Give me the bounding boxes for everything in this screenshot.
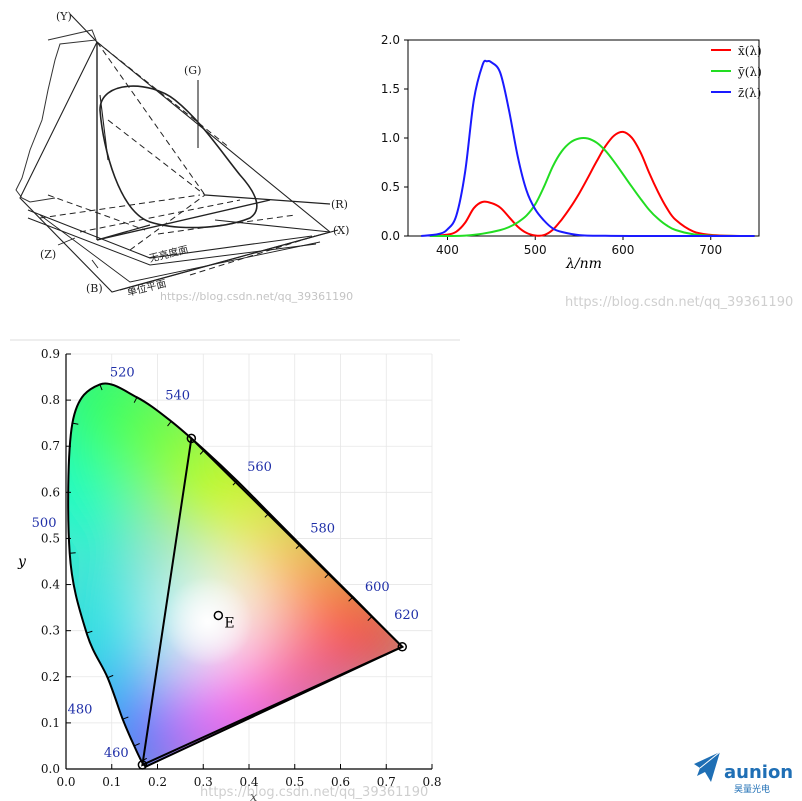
label-z: (Z) bbox=[40, 248, 56, 261]
cmf-series-group bbox=[421, 59, 755, 238]
cmf-x-tick-label: 400 bbox=[436, 243, 459, 257]
watermark-3d: https://blog.csdn.net/qq_39361190 bbox=[160, 290, 353, 303]
cmf-y-tick-label: 1.5 bbox=[381, 82, 400, 96]
cmf-axis-ticks: 400 500 600 700 0.0 0.5 1.0 1.5 2.0 bbox=[381, 33, 722, 257]
cmf-caption-watermark: https://blog.csdn.net/qq_39361190 bbox=[565, 295, 793, 310]
paper-edge bbox=[15, 29, 97, 203]
label-no-luminance-plane: 无亮度面 bbox=[148, 243, 190, 265]
cie-watermark: https://blog.csdn.net/qq_39361190 bbox=[200, 785, 428, 800]
cie-y-tick-label: 0.6 bbox=[41, 485, 60, 499]
cmf-legend: x̄(λ) ȳ(λ) z̄(λ) bbox=[711, 44, 762, 100]
cmf-legend-label: z̄(λ) bbox=[738, 86, 761, 100]
cmf-watermark: https://blog.csdn.net/qq_39361190 bbox=[565, 295, 793, 310]
cie-color-blob bbox=[341, 594, 403, 685]
cie-y-tick-label: 0.1 bbox=[41, 716, 60, 730]
cie-locus-tick bbox=[122, 716, 129, 720]
cie-y-tick-label: 0.4 bbox=[41, 578, 60, 592]
cmf-y-tick-label: 0.5 bbox=[381, 180, 400, 194]
cie-x-tick-label: 0.5 bbox=[285, 775, 304, 789]
cmf-series-line-2 bbox=[421, 59, 755, 237]
cie-y-tick-label: 0.2 bbox=[41, 670, 60, 684]
cie-locus-tick bbox=[99, 384, 103, 391]
cie-primary-marker bbox=[137, 760, 148, 770]
cie-y-tick-label: 0.9 bbox=[41, 347, 60, 361]
cie-wavelength-labels: 460 480 500 520 540 560 580 600 620 bbox=[32, 365, 419, 761]
cie-x-tick-label: 0.2 bbox=[148, 775, 167, 789]
brand-subtitle: 昊量光电 bbox=[734, 783, 770, 795]
cie-x-tick-label: 0.0 bbox=[56, 775, 75, 789]
cie-x-axis-label: x bbox=[250, 790, 258, 801]
cmf-x-tick-label: 700 bbox=[699, 243, 722, 257]
cie-locus-tick bbox=[133, 743, 140, 747]
cie-white-glow bbox=[162, 576, 253, 667]
cmf-legend-label: x̄(λ) bbox=[738, 44, 762, 58]
cie-white-point-label: E bbox=[224, 615, 234, 631]
cie-y-axis-label: y bbox=[17, 554, 27, 570]
cie-y-tick-label: 0.8 bbox=[41, 393, 60, 407]
label-r: (R) bbox=[331, 198, 348, 211]
cie-wavelength-label: 500 bbox=[32, 516, 57, 531]
xyz-3d-diagram bbox=[15, 13, 339, 293]
cie-xy-chart: 0.0 0.1 0.2 0.3 0.4 0.5 0.6 0.7 0.8 0.0 0.1 0.2 0.3 0… bbox=[10, 339, 460, 801]
cmf-y-tick-label: 1.0 bbox=[381, 131, 400, 145]
cie-wavelength-label: 540 bbox=[165, 388, 190, 403]
cmf-series-line-0 bbox=[429, 130, 755, 237]
cie-x-tick-label: 0.6 bbox=[331, 775, 350, 789]
cmf-x-tick-label: 500 bbox=[524, 243, 547, 257]
cie-wavelength-label: 480 bbox=[68, 703, 93, 718]
cmf-chart: 400 500 600 700 0.0 0.5 1.0 1.5 2.0 x̄(λ) ȳ(λ) z̄(… bbox=[381, 33, 762, 272]
cie-x-tick-label: 0.1 bbox=[102, 775, 121, 789]
cie-wavelength-label: 460 bbox=[104, 746, 129, 761]
xyz-3d-labels: (Y) (G) (R) (X) (Z) (B) 无亮度面 单位平面 bbox=[40, 10, 349, 299]
label-g: (G) bbox=[184, 64, 201, 77]
cie-wavelength-label: 560 bbox=[247, 460, 272, 475]
paper-plane-icon bbox=[694, 752, 720, 782]
cie-y-tick-label: 0.0 bbox=[41, 762, 60, 776]
cie-white-point-marker bbox=[213, 610, 224, 621]
brand-name: aunion bbox=[724, 762, 793, 783]
cmf-series-line-1 bbox=[429, 136, 755, 238]
label-y: (Y) bbox=[56, 10, 72, 23]
cie-locus-tick bbox=[133, 397, 138, 403]
no-luminance-plane bbox=[27, 209, 313, 259]
cie-wavelength-label: 620 bbox=[394, 608, 419, 623]
cie-x-tick-label: 0.4 bbox=[239, 775, 258, 789]
cie-y-tick-label: 0.3 bbox=[41, 624, 60, 638]
cmf-y-tick-label: 2.0 bbox=[381, 33, 400, 47]
cie-wavelength-label: 600 bbox=[365, 580, 390, 595]
cie-gamut-triangle bbox=[141, 436, 405, 767]
cie-locus-tick bbox=[86, 630, 93, 634]
cie-y-tick-label: 0.7 bbox=[41, 439, 60, 453]
cie-wavelength-label: 580 bbox=[310, 521, 335, 536]
cie-axes: 0.0 0.1 0.2 0.3 0.4 0.5 0.6 0.7 0.8 0.0 0.1 0.2 0.3 0… bbox=[41, 347, 442, 789]
cie-primaries-triangle: E bbox=[137, 433, 408, 770]
cie-primary-marker bbox=[397, 642, 408, 652]
cie-y-tick-label: 0.5 bbox=[41, 531, 60, 545]
cmf-y-tick-label: 0.0 bbox=[381, 229, 400, 243]
cie-x-tick-label: 0.3 bbox=[194, 775, 213, 789]
aunion-logo: aunion 昊量光电 bbox=[694, 751, 793, 795]
cmf-legend-label: ȳ(λ) bbox=[737, 65, 762, 79]
label-x: (X) bbox=[333, 224, 349, 237]
cie-locus-tick bbox=[107, 674, 114, 679]
cmf-x-axis-label: λ/nm bbox=[565, 256, 602, 272]
label-b: (B) bbox=[86, 282, 103, 295]
cie-wavelength-label: 520 bbox=[110, 365, 135, 380]
cie-locus-tick bbox=[167, 421, 172, 427]
cie-x-tick-label: 0.7 bbox=[377, 775, 396, 789]
cie-x-tick-label: 0.8 bbox=[422, 775, 441, 789]
cie-locus-tick bbox=[72, 422, 79, 425]
cie-primary-marker bbox=[186, 433, 197, 444]
cmf-x-tick-label: 600 bbox=[612, 243, 635, 257]
